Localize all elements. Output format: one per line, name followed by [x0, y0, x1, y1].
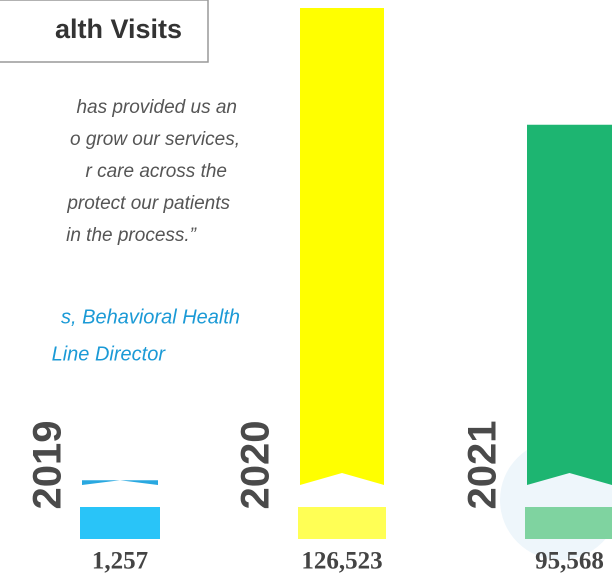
quote-line: has provided us an	[76, 97, 237, 118]
bar-base	[525, 507, 612, 539]
attribution-line: Line Director	[52, 343, 167, 365]
bar	[300, 8, 384, 485]
title: alth Visits	[55, 14, 182, 44]
quote-line: in the process.”	[66, 225, 198, 246]
attribution-line: s, Behavioral Health	[61, 306, 240, 328]
bar	[527, 124, 612, 485]
quote-line: protect our patients	[66, 193, 230, 214]
value-label: 126,523	[301, 548, 382, 575]
title-box	[0, 0, 209, 63]
bar	[82, 480, 158, 485]
bar-base	[298, 507, 386, 539]
year-label: 2021	[461, 421, 505, 510]
bar-base	[80, 507, 160, 539]
value-label: 95,568	[535, 548, 604, 575]
year-label: 2019	[26, 421, 70, 510]
quote-line: o grow our services,	[70, 129, 240, 150]
year-label: 2020	[234, 421, 278, 510]
quote-line: r care across the	[86, 161, 228, 182]
value-label: 1,257	[92, 548, 148, 575]
